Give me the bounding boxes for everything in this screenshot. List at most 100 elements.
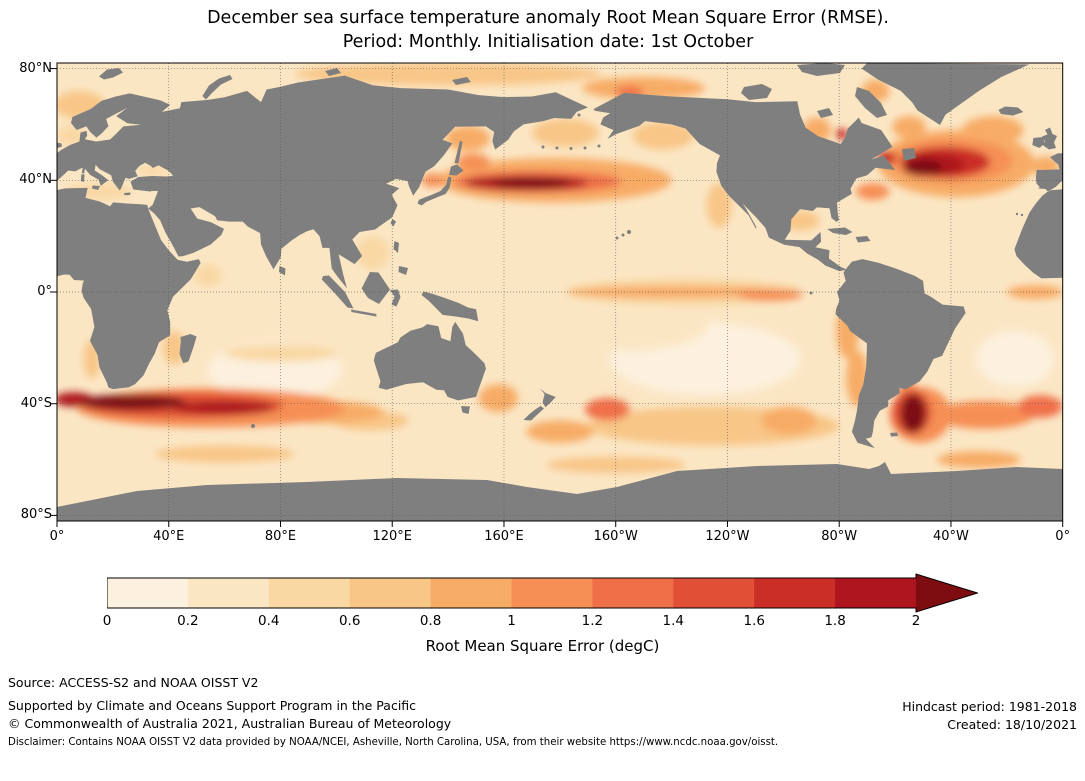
y-tick-label: 80°N	[19, 60, 52, 76]
land-great-britain	[1042, 127, 1057, 150]
x-tick-label: 80°W	[821, 529, 858, 544]
land-galapagos	[809, 291, 813, 295]
rmse-hotspot-equatorial-pacific-band	[565, 285, 789, 299]
land-aleutians-4	[583, 146, 587, 150]
rmse-heatmap	[57, 63, 1063, 496]
x-tick-label: 160°E	[484, 529, 524, 544]
land-eurasia	[57, 75, 588, 289]
land-east-england	[57, 142, 62, 149]
land-aleutians-5	[597, 144, 601, 148]
map-border	[56, 62, 1064, 522]
land-tasmania	[461, 406, 470, 414]
land-north-america	[593, 92, 896, 272]
rmse-hotspot-west-pacific-warm-pool	[431, 261, 532, 306]
rmse-hotspot-gulf-of-alaska	[632, 121, 694, 150]
land-cyprus	[147, 189, 152, 192]
colorbar-segment-7	[673, 578, 755, 608]
rmse-hotspot-north-pacific-subtropics	[537, 219, 683, 264]
land-severnaya-zemlya	[325, 68, 341, 76]
land-cuba	[827, 227, 853, 235]
graticule	[57, 63, 1063, 521]
source-text: Source: ACCESS-S2 and NOAA OISST V2	[8, 675, 259, 690]
land-iberia-west-france	[1035, 153, 1063, 192]
rmse-hotspot-agulhas-core	[79, 394, 186, 411]
rmse-hotspot-sea-of-okhotsk	[445, 125, 491, 151]
land-new-zealand-south	[523, 406, 544, 421]
colorbar-label: Root Mean Square Error (degC)	[425, 637, 660, 655]
colorbar-segment-3	[349, 578, 432, 608]
rmse-hotspot-central-south-pacific	[551, 300, 708, 351]
rmse-hotspot-bering-sea	[531, 118, 599, 147]
rmse-hotspot-black-sea	[138, 165, 166, 176]
land-falklands	[890, 432, 898, 437]
colorbar-tick-label: 0	[102, 613, 112, 629]
title-line-2: Period: Monthly. Initialisation date: 1s…	[342, 32, 754, 52]
rmse-hotspot-agulhas-core-east	[174, 401, 275, 415]
rmse-hotspot-south-atlantic-right-edge	[1018, 395, 1063, 418]
hindcast-created-block: Hindcast period: 1981-2018 Created: 18/1…	[902, 698, 1077, 734]
rmse-hotspot-kuroshio-max	[492, 178, 571, 189]
land-australia	[373, 321, 486, 401]
land-hawaii-1	[615, 236, 619, 240]
rmse-hotspot-labrador-sea	[892, 116, 926, 139]
colorbar-segment-2	[268, 578, 351, 608]
rmse-hotspot-us-east-coast	[855, 183, 890, 200]
x-tick-label: 120°W	[705, 529, 750, 544]
rmse-hotspot-gulf-stream-max	[903, 159, 943, 177]
axis-ticks	[50, 68, 1064, 527]
land-newfoundland	[902, 148, 916, 161]
x-tick-label: 160°W	[593, 529, 638, 544]
land-aleutians-3	[569, 147, 573, 150]
land-crete	[124, 192, 131, 196]
land-new-siberian-islands	[452, 77, 471, 85]
land-greenland	[861, 63, 1030, 125]
colorbar-tick-label: 1.2	[581, 613, 604, 629]
rmse-hotspot-south-pacific-patch	[761, 406, 817, 435]
colorbar-segment-0	[107, 578, 189, 608]
rmse-hotspot-beaufort-chukchi	[582, 76, 706, 100]
rmse-hotspot-south-china-sea	[355, 236, 390, 270]
x-tick-label: 120°E	[372, 529, 412, 544]
rmse-hotspot-south-of-new-zealand	[526, 420, 594, 443]
rmse-hotspot-iceland-basin	[962, 116, 1024, 144]
colorbar-tick-label: 1.6	[743, 613, 765, 629]
land-sri-lanka	[279, 266, 286, 276]
colorbar-tick-label: 1.8	[824, 613, 846, 629]
colorbar-tick-label: 0.4	[258, 613, 280, 629]
colorbar-segment-8	[754, 578, 836, 608]
land-baffin-island	[855, 87, 887, 118]
rmse-hotspot-bay-of-bengal	[280, 244, 320, 279]
y-tick-label: 40°N	[19, 172, 52, 188]
rmse-hotspot-antarctic-ice-edge-indian	[154, 445, 295, 463]
land-svalbard	[99, 68, 123, 80]
land-hawaii-2	[621, 233, 625, 237]
rmse-hotspot-east-of-new-zealand	[585, 398, 630, 421]
colorbar	[107, 573, 978, 613]
x-tick-label: 0°	[49, 529, 65, 544]
land-corsica	[81, 168, 85, 174]
colorbar-ticks: 0 0.2 0.4 0.6 0.8 1 1.2 1.4 1.6 1.8 2	[103, 613, 1047, 629]
land-new-guinea	[421, 291, 479, 322]
land-southampton-island	[817, 108, 833, 118]
land-antarctica	[57, 462, 1063, 521]
rmse-hotspot-east-equatorial-pacific	[735, 288, 803, 301]
rmse-hotspot-somali-coast	[193, 264, 222, 287]
y-tick-label: 0°	[37, 284, 52, 299]
y-tick-label: 80°S	[20, 507, 52, 523]
rmse-hotspot-hudson-bay-spot	[835, 128, 849, 140]
land-novaya-zemlya	[202, 75, 233, 100]
x-tick-label: 0°	[1055, 529, 1071, 544]
rmse-hotspot-south-atlantic-42s-band	[934, 400, 1035, 429]
colorbar-extend-arrow	[916, 574, 978, 612]
land-south-america	[835, 259, 966, 449]
world-map	[50, 62, 1064, 527]
rmse-hotspot-brazil-malvinas-core	[900, 394, 926, 433]
colorbar-tick-label: 0.2	[177, 613, 199, 629]
colorbar-segment-1	[187, 578, 270, 608]
rmse-hotspot-antarctic-ice-edge-atlantic	[937, 451, 1021, 468]
rmse-hotspot-tasman-sea	[478, 384, 518, 413]
disclaimer-text: Disclaimer: Contains NOAA OISST V2 data …	[8, 737, 779, 748]
land-africa	[57, 187, 201, 390]
hindcast-text: Hindcast period: 1981-2018	[902, 699, 1077, 714]
